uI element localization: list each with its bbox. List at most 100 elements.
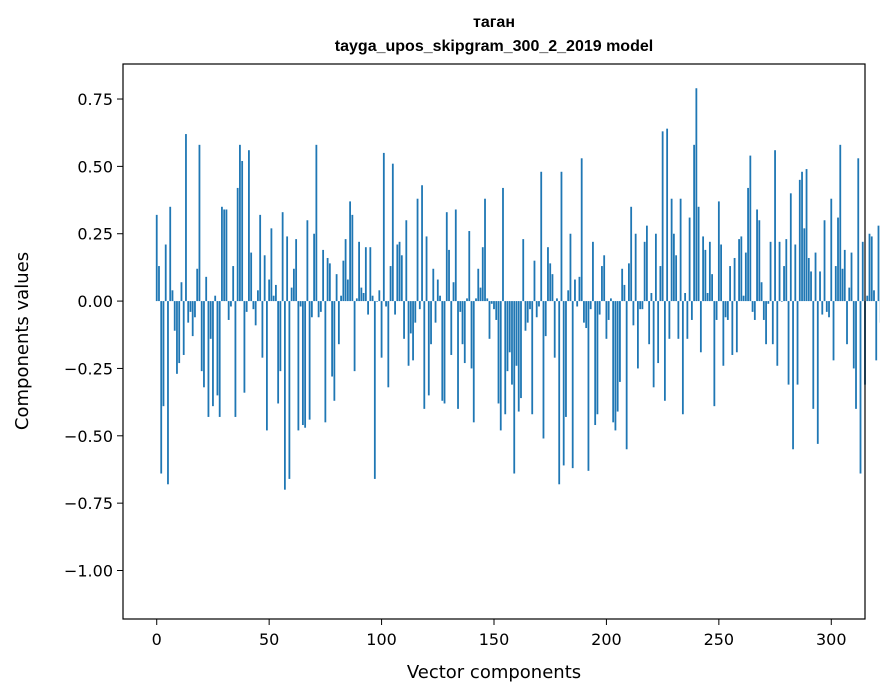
bar-20	[201, 301, 203, 371]
bar-37	[239, 145, 241, 301]
bar-233	[680, 199, 682, 301]
bar-215	[639, 301, 641, 309]
bar-129	[446, 212, 448, 301]
bar-72	[318, 301, 320, 317]
bar-130	[448, 250, 450, 301]
bar-250	[718, 201, 720, 301]
bar-157	[509, 301, 511, 352]
bar-39	[244, 301, 246, 393]
y-tick-label-7: 0.75	[77, 90, 113, 109]
bars-group	[156, 88, 880, 489]
bar-8	[174, 301, 176, 331]
bar-15	[190, 301, 192, 312]
bar-124	[435, 301, 437, 323]
bar-87	[351, 215, 353, 301]
bar-160	[516, 301, 518, 366]
bar-95	[369, 247, 371, 301]
bar-314	[862, 242, 864, 301]
bar-66	[304, 301, 306, 428]
bar-217	[644, 242, 646, 301]
bar-35	[235, 301, 237, 417]
bar-269	[761, 282, 763, 301]
bar-190	[583, 301, 585, 323]
bar-307	[846, 301, 848, 344]
bar-291	[810, 271, 812, 301]
bar-185	[572, 301, 574, 468]
bar-254	[727, 301, 729, 320]
bar-279	[783, 266, 785, 301]
bar-306	[844, 250, 846, 301]
bar-228	[668, 301, 670, 339]
bar-313	[860, 301, 862, 473]
bar-179	[558, 301, 560, 484]
bar-60	[291, 288, 293, 301]
bar-200	[606, 301, 608, 339]
bar-18	[196, 269, 198, 301]
bar-90	[358, 242, 360, 301]
bar-230	[673, 234, 675, 301]
bar-47	[262, 301, 264, 358]
bar-54	[277, 301, 279, 403]
bar-97	[374, 301, 376, 479]
bar-10	[178, 301, 180, 363]
bar-295	[819, 271, 821, 301]
bar-52	[273, 296, 275, 301]
bar-296	[821, 301, 823, 314]
bar-235	[684, 293, 686, 301]
bar-265	[752, 301, 754, 312]
bar-133	[455, 209, 457, 301]
y-axis-label: Components values	[12, 252, 33, 430]
bar-268	[758, 220, 760, 301]
bar-284	[794, 245, 796, 302]
bar-148	[489, 301, 491, 339]
bar-211	[630, 207, 632, 301]
bar-262	[745, 253, 747, 302]
y-tick-label-4: 0.00	[77, 292, 113, 311]
bar-264	[749, 156, 751, 301]
bar-24	[210, 301, 212, 339]
bar-71	[315, 145, 317, 301]
bar-206	[619, 301, 621, 382]
bar-115	[414, 301, 416, 323]
bar-106	[394, 301, 396, 314]
bar-111	[405, 220, 407, 301]
bar-103	[387, 301, 389, 387]
bar-210	[628, 263, 630, 301]
bar-81	[338, 301, 340, 344]
bar-199	[603, 255, 605, 301]
bar-92	[363, 293, 365, 301]
bar-192	[588, 301, 590, 471]
bar-89	[356, 298, 358, 301]
bar-12	[183, 301, 185, 355]
bar-91	[360, 288, 362, 301]
y-tick-label-5: 0.25	[77, 225, 113, 244]
bar-32	[228, 301, 230, 320]
bar-240	[695, 88, 697, 301]
bar-152	[498, 301, 500, 403]
bar-256	[731, 301, 733, 355]
bar-33	[230, 301, 232, 306]
bar-11	[181, 282, 183, 301]
bar-175	[549, 263, 551, 301]
bar-196	[597, 301, 599, 414]
bar-17	[194, 301, 196, 317]
bar-96	[372, 296, 374, 301]
bar-275	[774, 150, 776, 301]
bar-159	[513, 301, 515, 473]
bar-229	[671, 199, 673, 301]
bar-146	[484, 199, 486, 301]
bar-57	[284, 301, 286, 490]
bar-208	[624, 285, 626, 301]
bar-247	[711, 274, 713, 301]
bar-113	[410, 301, 412, 333]
bar-244	[704, 250, 706, 301]
bar-30	[223, 209, 225, 301]
bar-0	[156, 215, 158, 301]
bar-98	[376, 301, 378, 302]
bar-248	[713, 301, 715, 406]
bar-320	[875, 301, 877, 360]
bar-116	[417, 199, 419, 301]
bar-142	[475, 298, 477, 301]
bar-40	[246, 301, 248, 312]
bar-207	[621, 269, 623, 301]
